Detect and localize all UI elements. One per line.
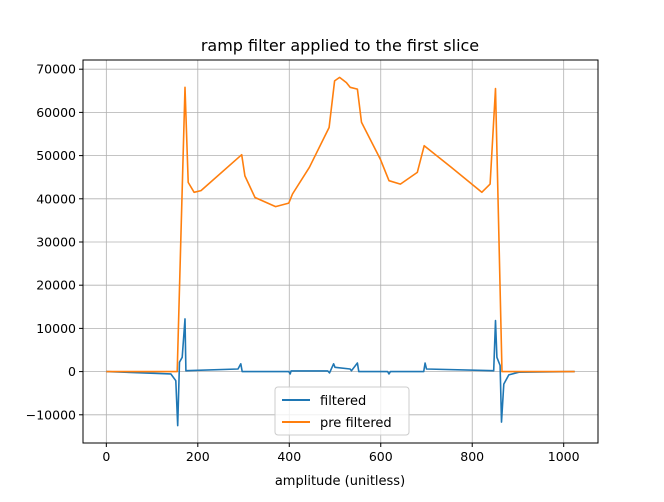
grid <box>83 60 598 443</box>
y-tick-label: 0 <box>68 364 76 379</box>
y-tick-label: 60000 <box>36 105 76 120</box>
x-axis-label: amplitude (unitless) <box>275 474 405 489</box>
x-tick-label: 200 <box>186 449 210 464</box>
y-tick-label: 70000 <box>36 62 76 77</box>
y-tick-label: 10000 <box>36 321 76 336</box>
legend: filtered pre filtered <box>274 386 410 436</box>
y-tick-label: 40000 <box>36 191 76 206</box>
x-tick-label: 800 <box>460 449 484 464</box>
chart-title: ramp filter applied to the first slice <box>201 36 479 55</box>
legend-label-pre-filtered: pre filtered <box>320 416 392 431</box>
y-tick-label: −10000 <box>26 407 76 422</box>
x-tick-label: 600 <box>369 449 393 464</box>
plot-frame <box>82 59 599 444</box>
axis-ticks: 0 200 400 600 800 1000 −10000 0 10000 20000 30000 4… <box>26 62 580 464</box>
legend-label-filtered: filtered <box>320 394 366 409</box>
x-tick-label: 400 <box>277 449 301 464</box>
y-tick-label: 20000 <box>36 278 76 293</box>
series-line-pre-filtered <box>106 76 575 373</box>
series-lines <box>106 76 575 427</box>
series-line-filtered <box>106 318 575 427</box>
x-tick-label: 1000 <box>548 449 580 464</box>
y-tick-label: 30000 <box>36 234 76 249</box>
y-tick-label: 50000 <box>36 148 76 163</box>
x-tick-label: 0 <box>102 449 110 464</box>
